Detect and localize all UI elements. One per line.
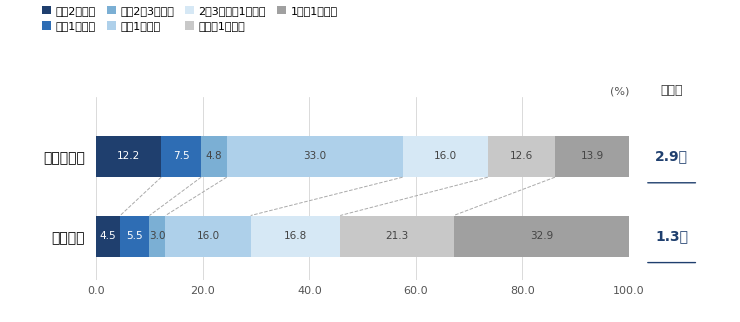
Text: 2.9回: 2.9回 [655, 149, 688, 164]
Bar [96, 136, 161, 177]
Text: 16.0: 16.0 [197, 231, 220, 241]
Bar [454, 215, 629, 257]
Bar [403, 136, 488, 177]
Legend: 週に2回以上, 週に1回程度, 月に2〜3回程度, 月に1回程度, 2〜3か月に1回程度, 半年に1回程度, 1年に1回程度: 週に2回以上, 週に1回程度, 月に2〜3回程度, 月に1回程度, 2〜3か月に… [38, 1, 342, 36]
Bar [226, 136, 403, 177]
Text: 4.8: 4.8 [206, 151, 222, 161]
Bar [555, 136, 629, 177]
Text: 3.0: 3.0 [149, 231, 166, 241]
Text: 5.5: 5.5 [127, 231, 143, 241]
Bar [251, 215, 340, 257]
Text: 4.5: 4.5 [100, 231, 116, 241]
Text: 16.0: 16.0 [434, 151, 457, 161]
Bar [166, 215, 251, 257]
Bar [201, 136, 226, 177]
Bar [340, 215, 454, 257]
Bar [488, 136, 555, 177]
Bar [149, 215, 166, 257]
Text: 12.6: 12.6 [510, 151, 533, 161]
Text: 16.8: 16.8 [284, 231, 307, 241]
Text: (%): (%) [610, 87, 629, 97]
Bar [96, 215, 120, 257]
Text: 7.5: 7.5 [173, 151, 189, 161]
Text: 1.3回: 1.3回 [655, 229, 688, 243]
Text: 33.0: 33.0 [303, 151, 326, 161]
Text: 月平均: 月平均 [660, 84, 683, 97]
Text: 12.2: 12.2 [117, 151, 141, 161]
Bar [120, 215, 149, 257]
Text: 13.9: 13.9 [580, 151, 604, 161]
Bar [161, 136, 201, 177]
Text: 32.9: 32.9 [530, 231, 553, 241]
Text: 21.3: 21.3 [386, 231, 408, 241]
